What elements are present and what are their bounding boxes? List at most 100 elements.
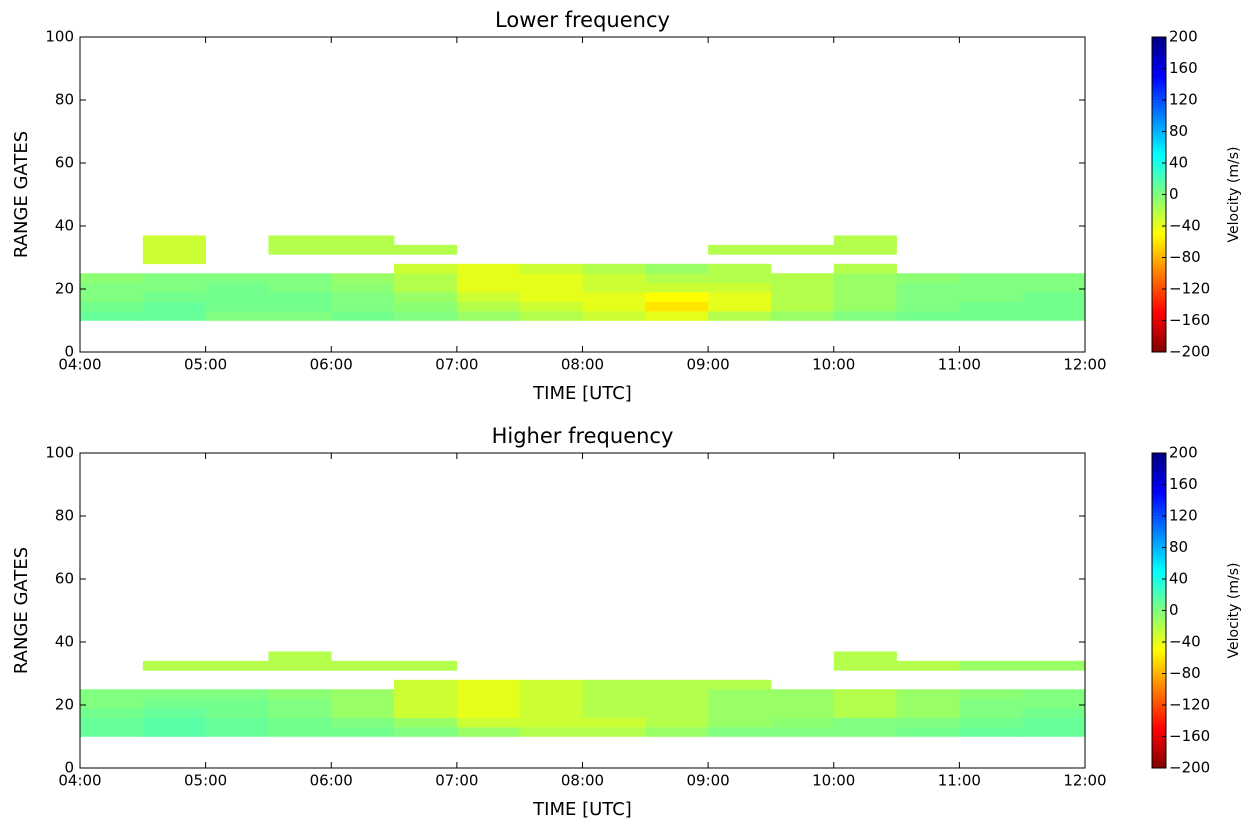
- y-tick-label: 80: [55, 507, 74, 525]
- colorbar-segment: [1152, 59, 1166, 63]
- colorbar-segment: [1152, 764, 1166, 769]
- colorbar-segment: [1152, 528, 1166, 533]
- colorbar-segment: [1152, 730, 1166, 734]
- colorbar-tick-label: 80: [1169, 538, 1188, 556]
- colorbar-segment: [1152, 761, 1166, 766]
- heatmap-cell: [80, 301, 144, 312]
- heatmap-cell: [959, 727, 1023, 737]
- colorbar-segment: [1152, 289, 1166, 293]
- colorbar-segment: [1152, 156, 1166, 161]
- colorbar-segment: [1152, 616, 1166, 621]
- heatmap-cell: [80, 689, 144, 699]
- colorbar-tick-label: 40: [1169, 570, 1188, 588]
- colorbar-segment: [1152, 638, 1166, 643]
- heatmap-cell: [268, 727, 332, 737]
- heatmap-cell: [1022, 273, 1086, 283]
- colorbar-segment: [1152, 453, 1166, 457]
- heatmap-cell: [205, 292, 269, 302]
- heatmap-cell: [268, 698, 332, 709]
- colorbar-segment: [1152, 257, 1166, 262]
- colorbar-segment: [1152, 500, 1166, 504]
- heatmap-cell: [142, 708, 206, 718]
- colorbar-segment: [1152, 49, 1166, 54]
- heatmap-cell: [331, 301, 395, 312]
- heatmap-cell: [205, 717, 269, 728]
- colorbar-segment: [1152, 538, 1166, 542]
- colorbar-segment: [1152, 497, 1166, 501]
- chart-title: Higher frequency: [492, 424, 674, 448]
- colorbar-segment: [1152, 263, 1166, 268]
- colorbar-segment: [1152, 695, 1166, 700]
- heatmap-cell: [456, 301, 520, 312]
- heatmap-cell: [1022, 727, 1086, 737]
- colorbar-segment: [1152, 566, 1166, 571]
- colorbar-tick-label: −40: [1169, 217, 1201, 235]
- y-tick-label: 100: [45, 444, 74, 462]
- colorbar-segment: [1152, 320, 1166, 325]
- heatmap-cell: [833, 235, 897, 246]
- colorbar-segment: [1152, 304, 1166, 309]
- heatmap-cell: [331, 727, 395, 737]
- colorbar-segment: [1152, 714, 1166, 719]
- colorbar-segment: [1152, 260, 1166, 265]
- y-tick-label: 100: [45, 28, 74, 46]
- colorbar-segment: [1152, 226, 1166, 230]
- colorbar-segment: [1152, 134, 1166, 139]
- colorbar-segment: [1152, 128, 1166, 132]
- heatmap-cell: [833, 660, 897, 671]
- heatmap-cell: [331, 708, 395, 718]
- x-tick-label: 10:00: [812, 772, 855, 790]
- colorbar-segment: [1152, 144, 1166, 148]
- colorbar-segment: [1152, 279, 1166, 284]
- heatmap-cell: [770, 311, 835, 321]
- heatmap-cell: [331, 311, 395, 321]
- colorbar-segment: [1152, 588, 1166, 593]
- heatmap-cell: [268, 660, 332, 671]
- colorbar-segment: [1152, 178, 1166, 183]
- heatmap-cell: [519, 679, 583, 690]
- colorbar-segment: [1152, 645, 1166, 649]
- heatmap-cell: [645, 263, 709, 274]
- heatmap-cell: [519, 292, 583, 302]
- colorbar-segment: [1152, 163, 1166, 167]
- colorbar-segment: [1152, 43, 1166, 47]
- colorbar-label: Velocity (m/s): [1226, 563, 1242, 659]
- colorbar-segment: [1152, 74, 1166, 79]
- heatmap-cell: [142, 660, 206, 671]
- heatmap-cell: [394, 708, 458, 718]
- y-axis-label: RANGE GATES: [11, 131, 32, 258]
- colorbar-tick-label: 200: [1169, 444, 1198, 462]
- colorbar-tick-label: 40: [1169, 154, 1188, 172]
- colorbar-segment: [1152, 326, 1166, 331]
- heatmap-cell: [205, 689, 269, 699]
- heatmap-cell: [268, 235, 332, 246]
- colorbar-segment: [1152, 342, 1166, 347]
- colorbar-segment: [1152, 172, 1166, 177]
- colorbar-tick-label: 120: [1169, 507, 1198, 525]
- heatmap-cell: [582, 698, 646, 709]
- x-axis-label: TIME [UTC]: [532, 799, 632, 820]
- colorbar-segment: [1152, 701, 1166, 706]
- heatmap-cell: [959, 311, 1023, 321]
- heatmap-cell: [80, 292, 144, 302]
- colorbar-tick-label: −120: [1169, 280, 1210, 298]
- colorbar-segment: [1152, 727, 1166, 731]
- heatmap-cell: [205, 311, 269, 321]
- heatmap-cell: [394, 273, 458, 283]
- x-tick-label: 10:00: [812, 356, 855, 374]
- heatmap-cell: [582, 292, 646, 302]
- heatmap-cell: [833, 273, 897, 283]
- colorbar-segment: [1152, 481, 1166, 485]
- colorbar-segment: [1152, 276, 1166, 281]
- colorbar-tick-label: 80: [1169, 122, 1188, 140]
- colorbar-segment: [1152, 544, 1166, 548]
- colorbar-segment: [1152, 550, 1166, 555]
- x-tick-label: 08:00: [561, 356, 604, 374]
- heatmap-cell: [331, 244, 395, 255]
- colorbar-segment: [1152, 200, 1166, 205]
- heatmap-cell: [645, 679, 709, 690]
- heatmap-cell: [80, 708, 144, 718]
- heatmap-cell: [456, 311, 520, 321]
- colorbar-segment: [1152, 232, 1166, 236]
- colorbar-segment: [1152, 601, 1166, 605]
